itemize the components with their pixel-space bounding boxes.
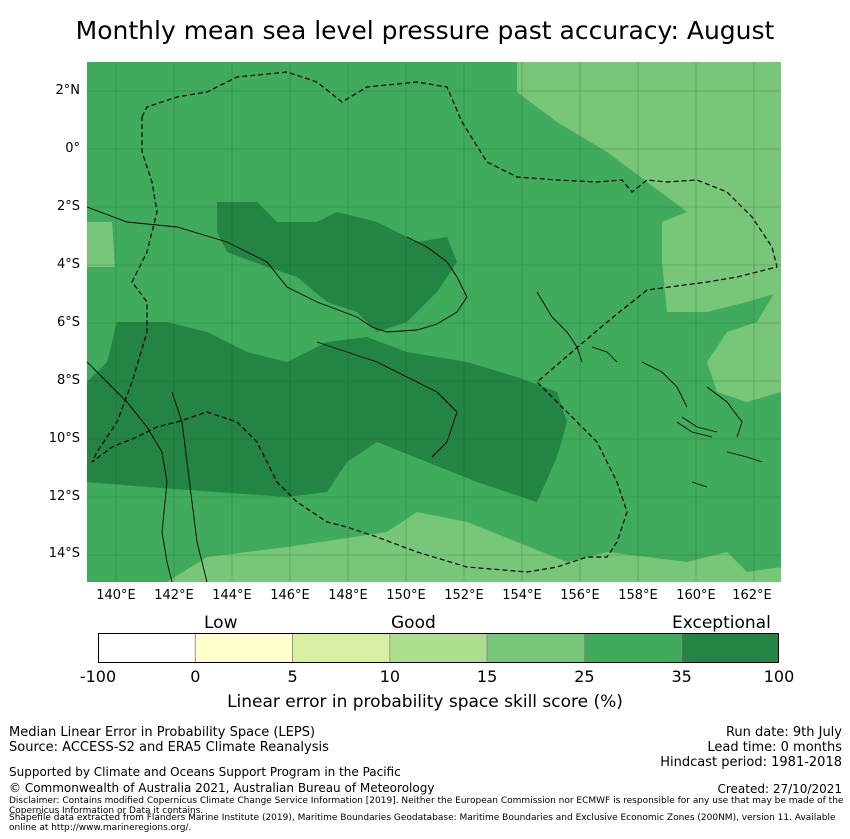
- lat-tick-label: 12°S: [48, 489, 80, 504]
- footer-copyright: © Commonwealth of Australia 2021, Austra…: [9, 781, 435, 795]
- lat-tick-label: 14°S: [48, 546, 80, 561]
- lon-tick-label: 146°E: [270, 588, 310, 603]
- lon-tick-label: 142°E: [154, 588, 194, 603]
- lon-tick-label: 160°E: [676, 588, 716, 603]
- light-region-south: [167, 512, 781, 582]
- lon-tick-label: 154°E: [502, 588, 542, 603]
- footer-lead-time: Lead time: 0 months: [707, 740, 842, 755]
- light-region-east: [707, 282, 781, 402]
- colorbar-segment: [584, 633, 683, 663]
- lon-tick-label: 148°E: [328, 588, 368, 603]
- lat-tick-label: 4°S: [56, 257, 80, 272]
- light-region-northeast: [517, 62, 781, 312]
- colorbar-segment: [681, 633, 779, 663]
- colorbar-tick-label: 100: [763, 667, 795, 686]
- footer-metric: Median Linear Error in Probability Space…: [9, 725, 316, 740]
- light-region-west: [87, 222, 115, 267]
- footer-run-date: Run date: 9th July: [725, 725, 842, 740]
- lon-tick-label: 158°E: [618, 588, 658, 603]
- colorbar-tick-label: 0: [190, 667, 201, 686]
- lat-tick-label: 0°: [65, 141, 80, 156]
- footer-hindcast: Hindcast period: 1981-2018: [660, 755, 842, 770]
- colorbar-tick-label: 25: [574, 667, 595, 686]
- footer-disclaimer: Disclaimer: Contains modified Copernicus…: [9, 796, 844, 816]
- lat-tick-label: 10°S: [48, 431, 80, 446]
- footer-source: Source: ACCESS-S2 and ERA5 Climate Reana…: [9, 740, 329, 755]
- colorbar-category-low: Low: [204, 613, 238, 633]
- colorbar-tick-label: -100: [79, 667, 117, 686]
- dark-region-southwest: [87, 322, 567, 502]
- lat-tick-label: 8°S: [56, 373, 80, 388]
- lat-tick-label: 2°N: [55, 83, 81, 98]
- colorbar-segment: [486, 633, 585, 663]
- dark-region-central: [217, 202, 457, 332]
- footer-supported: Supported by Climate and Oceans Support …: [9, 765, 401, 779]
- coastlines: [87, 206, 763, 582]
- colorbar-tick-label: 10: [379, 667, 401, 686]
- colorbar-tick-label: 35: [671, 667, 692, 686]
- lon-tick-label: 140°E: [96, 588, 136, 603]
- lat-tick-label: 6°S: [56, 315, 80, 330]
- colorbar-segment: [292, 633, 391, 663]
- colorbar-category-good: Good: [391, 613, 436, 633]
- skill-score-map: [87, 62, 781, 582]
- colorbar-segment: [194, 633, 293, 663]
- lon-tick-label: 144°E: [212, 588, 252, 603]
- lon-tick-label: 162°E: [732, 588, 772, 603]
- colorbar-label: Linear error in probability space skill …: [227, 692, 623, 712]
- gridlines: [87, 62, 781, 582]
- map-title: Monthly mean sea level pressure past acc…: [75, 16, 775, 45]
- footer-shapefile: Shapefile data extracted from Flanders M…: [9, 813, 836, 833]
- lon-tick-label: 156°E: [560, 588, 600, 603]
- colorbar-tick-label: 15: [476, 667, 498, 686]
- colorbar-segment: [389, 633, 488, 663]
- colorbar-tick-label: 5: [287, 667, 298, 686]
- colorbar: [98, 633, 779, 663]
- colorbar-category-exceptional: Exceptional: [672, 613, 771, 633]
- footer-created: Created: 27/10/2021: [717, 782, 842, 796]
- lon-tick-label: 150°E: [386, 588, 426, 603]
- lon-tick-label: 152°E: [444, 588, 484, 603]
- eez-boundary: [91, 71, 778, 573]
- lat-tick-label: 2°S: [56, 199, 80, 214]
- colorbar-segment: [98, 633, 196, 663]
